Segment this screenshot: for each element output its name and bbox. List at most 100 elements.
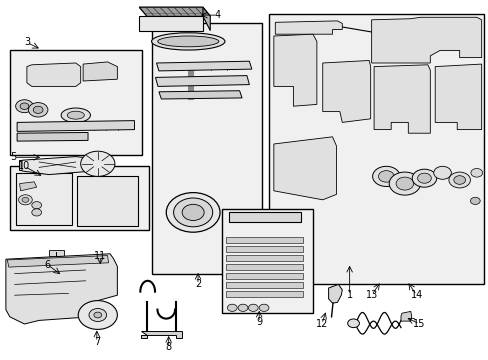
Bar bbox=[151, 23, 261, 274]
Text: 13: 13 bbox=[365, 290, 377, 300]
Polygon shape bbox=[203, 7, 210, 31]
Text: 2: 2 bbox=[195, 279, 201, 289]
Bar bbox=[187, 70, 192, 99]
Circle shape bbox=[248, 304, 258, 311]
Circle shape bbox=[32, 209, 41, 216]
Circle shape bbox=[16, 100, 33, 113]
Circle shape bbox=[417, 173, 430, 183]
Bar bbox=[225, 246, 303, 252]
Circle shape bbox=[28, 103, 48, 117]
Polygon shape bbox=[373, 65, 429, 133]
Bar bbox=[225, 282, 303, 288]
Circle shape bbox=[395, 177, 413, 190]
Polygon shape bbox=[22, 157, 98, 175]
Polygon shape bbox=[20, 182, 37, 191]
Bar bbox=[225, 264, 303, 270]
Bar bbox=[437, 93, 456, 106]
Circle shape bbox=[411, 169, 436, 187]
Circle shape bbox=[78, 301, 117, 329]
Circle shape bbox=[89, 309, 106, 321]
Circle shape bbox=[32, 202, 41, 209]
Bar bbox=[268, 14, 483, 284]
Text: 11: 11 bbox=[94, 251, 106, 261]
Bar bbox=[225, 291, 303, 297]
Bar bbox=[29, 71, 76, 73]
Circle shape bbox=[20, 103, 29, 109]
Circle shape bbox=[448, 172, 469, 188]
Ellipse shape bbox=[61, 108, 90, 122]
Bar bbox=[10, 50, 142, 155]
Bar bbox=[49, 250, 63, 256]
Ellipse shape bbox=[151, 33, 224, 50]
Ellipse shape bbox=[157, 36, 219, 47]
Circle shape bbox=[19, 195, 32, 205]
Bar bbox=[77, 176, 138, 226]
Text: 15: 15 bbox=[412, 319, 425, 329]
Bar bbox=[222, 209, 312, 313]
Ellipse shape bbox=[182, 204, 204, 220]
Circle shape bbox=[378, 171, 393, 182]
Bar bbox=[440, 102, 453, 110]
Bar bbox=[29, 74, 76, 76]
Circle shape bbox=[238, 304, 247, 311]
Bar bbox=[10, 166, 149, 230]
Polygon shape bbox=[17, 132, 88, 141]
Polygon shape bbox=[83, 62, 117, 81]
Circle shape bbox=[81, 151, 115, 176]
Polygon shape bbox=[156, 61, 251, 71]
Ellipse shape bbox=[67, 111, 84, 119]
Polygon shape bbox=[139, 16, 203, 31]
Bar bbox=[225, 273, 303, 279]
Circle shape bbox=[227, 304, 237, 311]
Polygon shape bbox=[17, 121, 134, 131]
Polygon shape bbox=[139, 7, 210, 16]
Polygon shape bbox=[275, 21, 342, 34]
Polygon shape bbox=[322, 60, 370, 122]
Circle shape bbox=[22, 197, 29, 202]
Circle shape bbox=[94, 312, 102, 318]
Polygon shape bbox=[6, 254, 117, 324]
Text: 3: 3 bbox=[24, 37, 30, 48]
Text: 5: 5 bbox=[11, 152, 17, 162]
Bar bbox=[29, 78, 76, 80]
Text: 9: 9 bbox=[256, 317, 262, 327]
Text: 10: 10 bbox=[18, 161, 31, 171]
Text: 14: 14 bbox=[409, 290, 422, 300]
Bar bbox=[19, 160, 28, 170]
Bar bbox=[16, 173, 72, 225]
Circle shape bbox=[453, 176, 465, 184]
Circle shape bbox=[433, 166, 450, 179]
Ellipse shape bbox=[166, 193, 220, 232]
Polygon shape bbox=[273, 137, 336, 200]
Circle shape bbox=[347, 319, 359, 328]
Polygon shape bbox=[434, 64, 481, 130]
Text: 6: 6 bbox=[45, 260, 51, 270]
Polygon shape bbox=[141, 331, 182, 338]
Bar bbox=[228, 212, 301, 222]
Bar bbox=[225, 255, 303, 261]
Circle shape bbox=[259, 304, 268, 311]
Text: 7: 7 bbox=[94, 337, 100, 347]
Bar bbox=[225, 237, 303, 243]
Polygon shape bbox=[7, 256, 108, 267]
Circle shape bbox=[33, 106, 43, 113]
Text: 4: 4 bbox=[214, 10, 220, 20]
Polygon shape bbox=[328, 284, 342, 303]
Polygon shape bbox=[27, 63, 81, 86]
Bar bbox=[332, 77, 361, 97]
Polygon shape bbox=[159, 91, 242, 99]
Polygon shape bbox=[155, 76, 249, 86]
Polygon shape bbox=[371, 17, 481, 63]
Circle shape bbox=[470, 168, 482, 177]
Bar bbox=[29, 81, 76, 84]
Text: 12: 12 bbox=[315, 319, 327, 329]
Polygon shape bbox=[273, 34, 316, 106]
Circle shape bbox=[388, 172, 420, 195]
Circle shape bbox=[372, 166, 399, 186]
Bar bbox=[336, 88, 356, 101]
Text: 1: 1 bbox=[346, 290, 352, 300]
Ellipse shape bbox=[173, 198, 212, 227]
Circle shape bbox=[469, 197, 479, 204]
Polygon shape bbox=[400, 311, 411, 321]
Text: 8: 8 bbox=[165, 342, 171, 352]
